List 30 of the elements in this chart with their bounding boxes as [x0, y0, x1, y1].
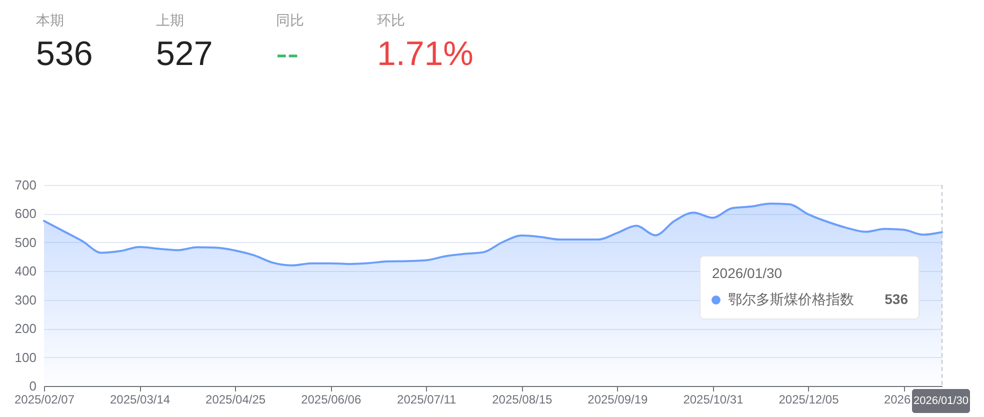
y-tick-label: 400	[14, 264, 36, 279]
y-tick-label: 0	[29, 378, 36, 394]
y-tick-label: 100	[14, 350, 36, 365]
text: 527	[156, 35, 213, 73]
x-tick-label: 2025/09/19	[588, 392, 648, 406]
x-tick-label: 2025/07/11	[397, 392, 457, 406]
x-tick-label: 2025/04/25	[206, 392, 266, 406]
y-tick-label: 700	[14, 178, 36, 192]
y-tick-label: 200	[14, 321, 36, 336]
text: --	[276, 35, 299, 73]
x-tick-label: 2026/01/30	[913, 395, 969, 407]
text: 536	[36, 35, 93, 73]
y-tick-label: 500	[14, 234, 36, 250]
x-tick-label: 2025/02/07	[14, 392, 75, 406]
x-tick-label: 2025/08/15	[492, 392, 553, 406]
y-tick-label: 300	[14, 292, 36, 308]
x-tick-label: 2025/03/14	[110, 392, 170, 406]
text: 1.71%	[377, 35, 474, 73]
legend-title: 2026/01/30	[712, 265, 782, 281]
x-tick-label: 2026	[884, 392, 911, 406]
category-label: 本期	[36, 12, 64, 28]
x-tick-label: 2025/12/05	[778, 392, 840, 406]
annotation: 536	[884, 291, 908, 307]
category-label: 同比	[276, 12, 304, 28]
x-tick-label: 2025/10/31	[683, 392, 744, 406]
category-label: 环比	[377, 12, 405, 28]
category-label: 上期	[156, 12, 184, 28]
legend-label: 鄂尔多斯煤价格指数	[728, 291, 854, 307]
x-tick-label: 2025/06/06	[301, 392, 362, 406]
y-tick-label: 600	[14, 206, 36, 222]
